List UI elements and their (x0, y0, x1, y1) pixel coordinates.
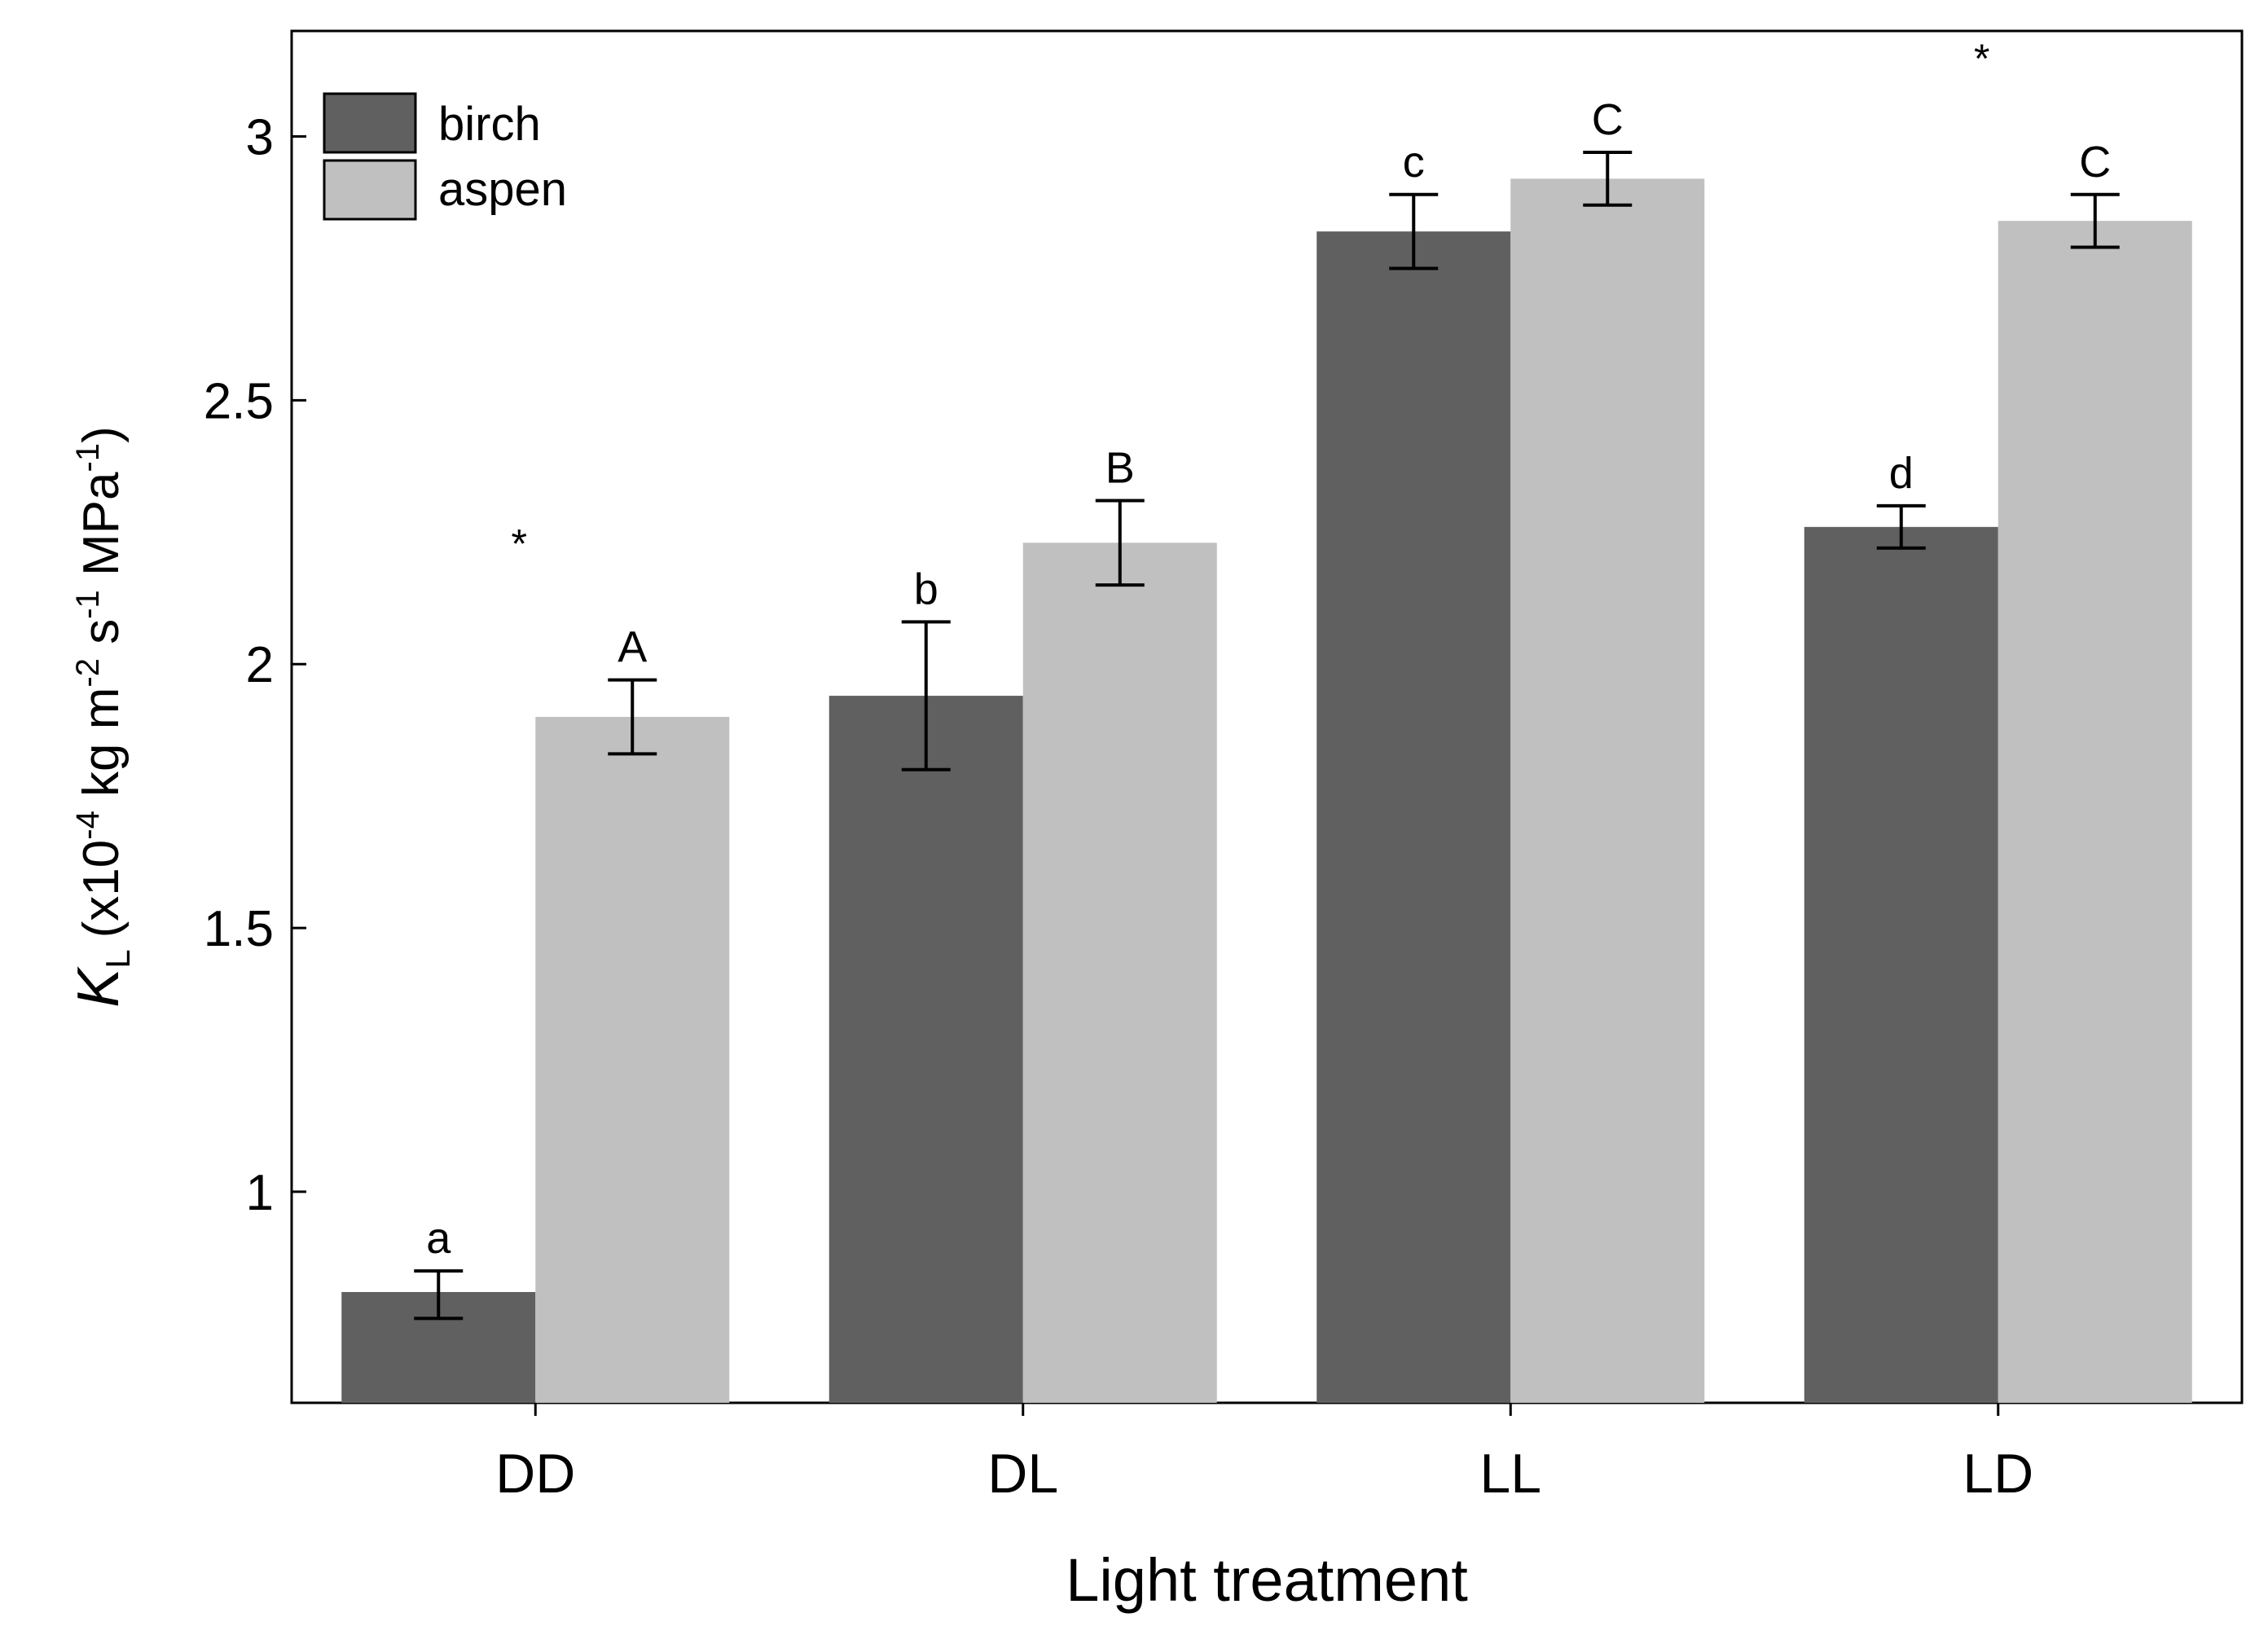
x-tick-label-dl: DL (987, 1443, 1058, 1505)
y-axis-symbol: K (66, 966, 131, 1008)
y-axis-exp1: -4 (70, 811, 106, 840)
bar-birch-ld (1804, 526, 1998, 1403)
bar-aspen-ll (1510, 178, 1705, 1403)
y-axis-subscript: L (99, 949, 137, 968)
y-axis-exp2: -2 (70, 658, 106, 688)
sig-letter-aspen-ld: C (2079, 138, 2111, 187)
bar-aspen-dl (1022, 543, 1217, 1404)
sig-letter-birch-ld: d (1889, 449, 1914, 498)
y-axis-unit-open: (x10 (73, 840, 130, 938)
sig-letter-birch-dd: a (426, 1214, 451, 1263)
y-axis-exp4: -1 (70, 443, 106, 472)
sig-letter-aspen-dd: A (618, 623, 647, 672)
x-tick-label-dd: DD (495, 1443, 575, 1505)
plot-frame (290, 29, 2244, 1404)
y-axis-unit-mpa: MPa (73, 472, 130, 590)
sig-letter-aspen-dl: B (1105, 443, 1135, 492)
bar-aspen-dd (535, 717, 730, 1403)
y-tick-label-3: 3 (246, 110, 274, 166)
y-axis-unit-s: s (73, 619, 130, 658)
significance-star-ld: * (1974, 36, 1989, 81)
bar-birch-dl (829, 696, 1023, 1403)
sig-letter-birch-dl: b (914, 565, 938, 613)
sig-letter-birch-ll: c (1403, 138, 1425, 187)
axis-layer: DD DL LL LD 1 1.5 2 2.5 3 (204, 110, 2033, 1505)
significance-star-dd: * (512, 521, 527, 567)
y-axis-title: KL(x10-4 kg m-2 s-1 MPa-1) (66, 426, 137, 1008)
legend-swatch-aspen (323, 159, 417, 221)
y-tick-label-2.5: 2.5 (204, 373, 274, 429)
legend: birch aspen (323, 92, 567, 221)
legend-label-birch: birch (438, 98, 541, 151)
y-tick-label-1.5: 1.5 (204, 901, 274, 957)
y-axis-exp3: -1 (70, 590, 106, 619)
y-tick-label-2: 2 (246, 637, 274, 693)
bar-birch-ll (1316, 231, 1511, 1404)
y-axis-unit-close: ) (73, 426, 130, 443)
x-axis-title: Light treatment (1066, 1546, 1468, 1614)
bars-layer: a A * b Bc Cd C * (341, 36, 2192, 1404)
x-tick-label-ld: LD (1963, 1443, 2033, 1505)
x-tick-label-ll: LL (1479, 1443, 1541, 1505)
legend-label-aspen: aspen (438, 163, 567, 216)
y-tick-label-1: 1 (246, 1165, 274, 1221)
y-axis-unit-mid: kg m (73, 688, 130, 811)
legend-swatch-birch (323, 92, 417, 154)
bar-aspen-ld (1998, 221, 2192, 1404)
sig-letter-aspen-ll: C (1592, 95, 1624, 144)
